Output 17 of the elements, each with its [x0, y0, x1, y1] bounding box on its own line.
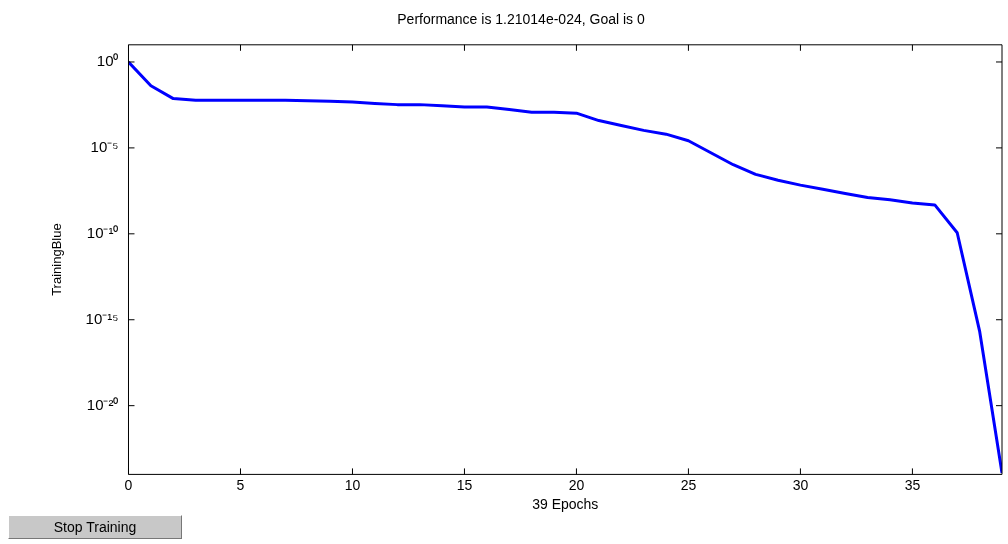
y-tick-label: 10⁻¹⁰	[86, 223, 119, 241]
stop-button: Stop Training	[8, 515, 182, 539]
x-tick-label: 5	[236, 476, 245, 493]
chart-title: Performance is 1.21014e-024, Goal is 0	[397, 11, 645, 28]
x-tick-label: 10	[344, 476, 361, 493]
y-tick-label: 10⁻²⁰	[86, 395, 119, 413]
y-axis-title: TrainingBlue	[49, 223, 65, 296]
x-tick-label: 25	[680, 476, 697, 493]
x-tick-label: 30	[792, 476, 809, 493]
y-tick-label: 10⁰	[96, 52, 119, 70]
x-tick-label: 0	[124, 476, 133, 493]
y-tick-label: 10⁻¹⁵	[85, 309, 119, 327]
x-tick-label: 20	[568, 476, 585, 493]
x-axis-title: 39 Epochs	[532, 496, 599, 513]
x-tick-label: 15	[456, 476, 473, 493]
y-tick-label: 10⁻⁵	[90, 138, 119, 156]
x-tick-label: 35	[904, 476, 921, 493]
